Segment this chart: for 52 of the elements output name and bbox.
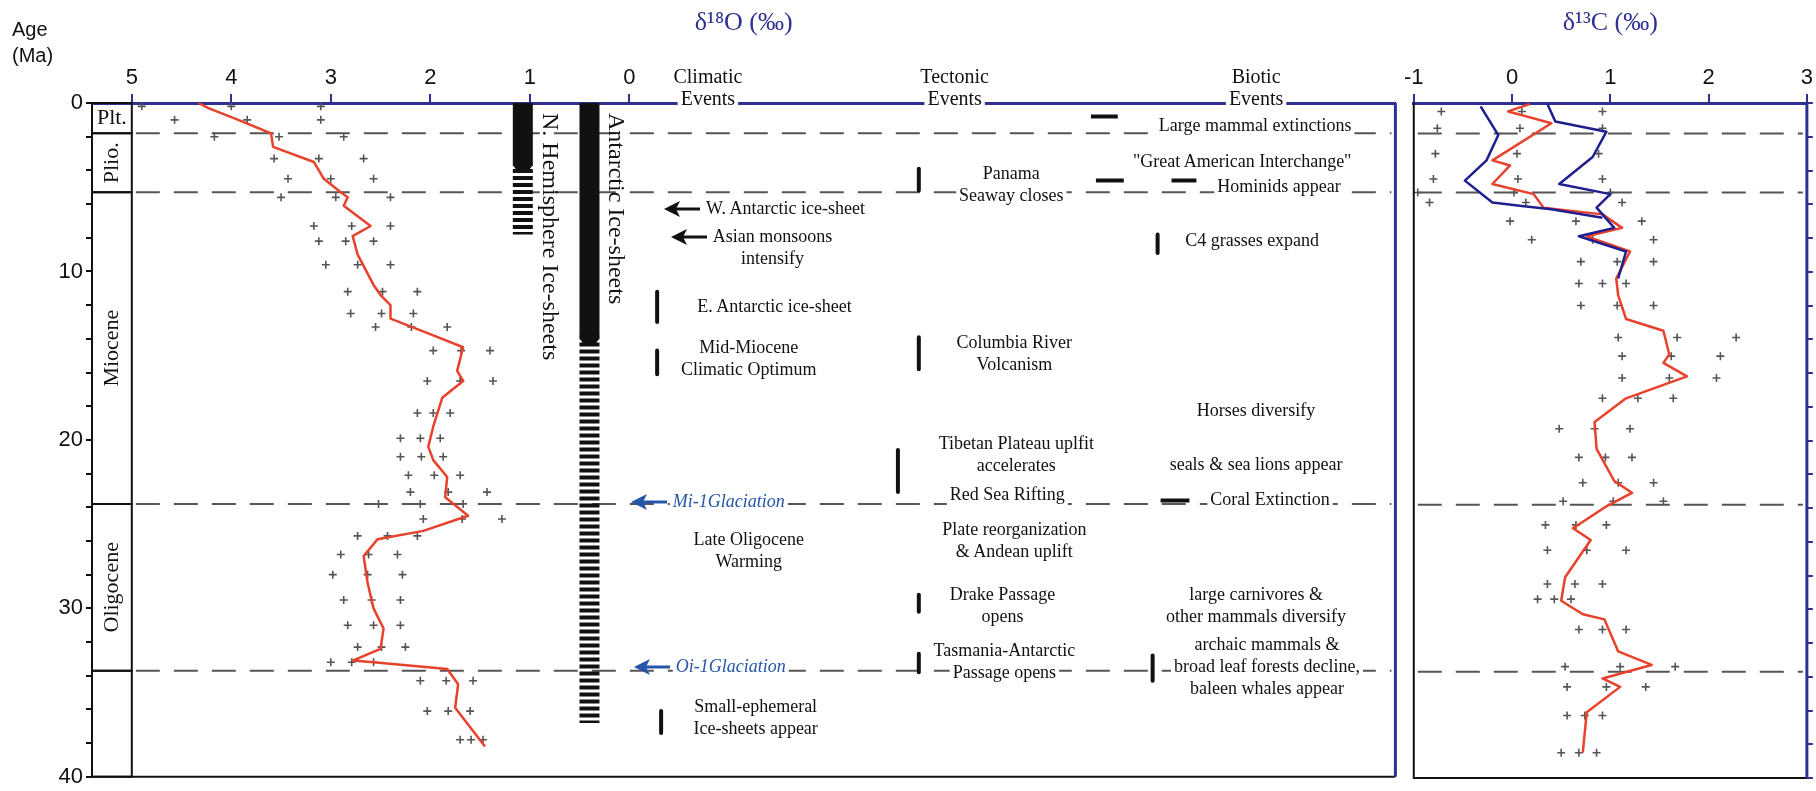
annotation: Hominids appear xyxy=(1217,175,1341,196)
x-tick-label: 5 xyxy=(125,63,138,89)
x-tick-label: 1 xyxy=(523,63,536,89)
x-tick-label: 2 xyxy=(424,63,437,89)
annotation: E. Antarctic ice-sheet xyxy=(697,295,852,316)
y-tick-label: 30 xyxy=(58,594,83,620)
annotation: Panama Seaway closes xyxy=(959,163,1064,206)
annotation: Oi-1Glaciation xyxy=(675,656,786,677)
annotation: Miocene xyxy=(97,309,123,387)
x-tick-label: 0 xyxy=(623,63,636,89)
annotation: Large mammal extinctions xyxy=(1158,115,1352,136)
y-tick-label: 10 xyxy=(58,257,83,283)
annotation: Oligocene xyxy=(97,542,123,633)
annotation: Columbia River Volcanism xyxy=(956,331,1073,374)
annotation: large carnivores & other mammals diversify xyxy=(1166,584,1347,627)
annotation: Horses diversify xyxy=(1196,400,1316,420)
x-tick-label: 2 xyxy=(1702,63,1715,89)
x-tick-label: 4 xyxy=(225,63,238,89)
annotation: seals & sea lions appear xyxy=(1169,453,1343,474)
annotation: Climatic Events xyxy=(673,65,743,110)
annotation: Late Oligocene Warming xyxy=(693,528,804,571)
y-tick-label: 0 xyxy=(70,89,83,115)
annotation: Small-ephemeral Ice-sheets appear xyxy=(693,695,818,738)
annotation: W. Antarctic ice-sheet xyxy=(706,197,865,218)
y-tick-label: 20 xyxy=(58,425,83,451)
annotation: Tasmania-Antarctic Passage opens xyxy=(933,639,1076,682)
x-axis-title: δ¹³C (‰) xyxy=(1562,7,1658,37)
annotation: Drake Passage opens xyxy=(949,584,1056,627)
annotation: archaic mammals & broad leaf forests decline, baleen whales appear xyxy=(1174,634,1361,699)
y-axis-title: Age (Ma) xyxy=(12,17,54,66)
annotation: C4 grasses expand xyxy=(1185,229,1320,250)
annotation: Asian monsoons intensify xyxy=(712,225,833,268)
x-tick-label: 3 xyxy=(324,63,337,89)
x-axis-title: δ¹⁸O (‰) xyxy=(694,7,793,37)
annotation: Biotic Events xyxy=(1228,65,1284,110)
annotation: Mi-1Glaciation xyxy=(671,490,785,511)
annotation: Tectonic Events xyxy=(920,65,990,110)
annotation: Plt. xyxy=(96,103,127,129)
legend-label: Antarctic Ice-sheets xyxy=(604,113,631,305)
annotation: Red Sea Rifting xyxy=(949,484,1065,505)
annotation: Mid-Miocene Climatic Optimum xyxy=(680,336,817,379)
x-tick-label: 3 xyxy=(1800,63,1814,89)
annotation: Tibetan Plateau uplfit accelerates xyxy=(938,432,1094,475)
x-tick-label: -1 xyxy=(1404,63,1424,89)
text: N. Hemisphere Ice-sheets xyxy=(537,113,564,361)
annotation: Plio. xyxy=(97,142,123,184)
annotation: Plate reorganization & Andean uplift xyxy=(942,518,1087,561)
x-tick-label: 0 xyxy=(1505,63,1519,89)
y-tick-label: 40 xyxy=(58,762,83,788)
annotation: Coral Extinction xyxy=(1210,489,1330,510)
x-tick-label: 1 xyxy=(1604,63,1617,89)
annotation: "Great American Interchange" xyxy=(1132,150,1352,171)
